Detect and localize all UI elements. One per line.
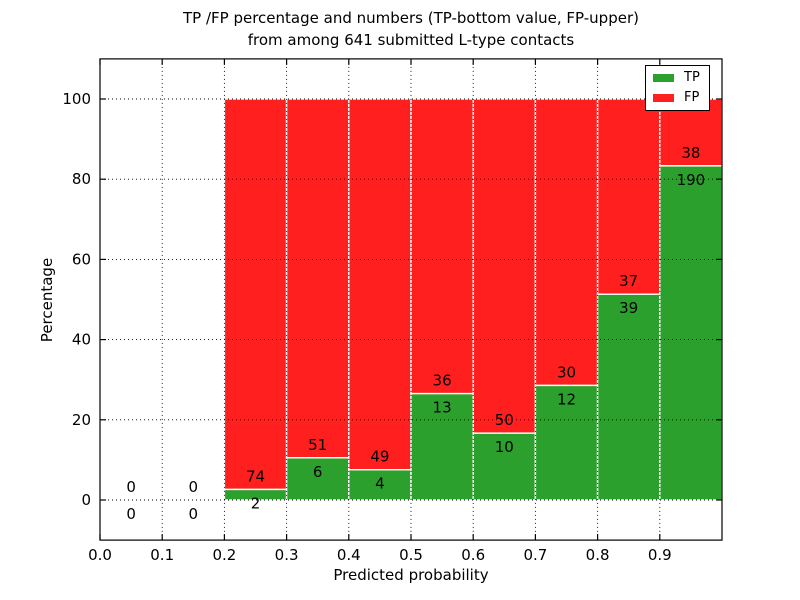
- legend-item-tp: TP: [653, 71, 700, 85]
- legend-item-fp: FP: [653, 91, 700, 105]
- annotation-fp-count: 38: [681, 144, 700, 162]
- annotation-fp-count: 36: [433, 372, 452, 390]
- legend-swatch-fp-icon: [653, 94, 674, 102]
- annotation-tp-count: 12: [557, 390, 576, 408]
- bar-tp: [410, 392, 474, 501]
- x-tick-label: 0.8: [586, 546, 610, 564]
- annotation-tp-count: 2: [251, 494, 261, 512]
- annotation-tp-count: 10: [495, 438, 514, 456]
- y-tick-label: 0: [81, 491, 91, 509]
- y-axis-label: Percentage: [38, 257, 56, 343]
- bar-tp: [472, 432, 537, 501]
- annotation-tp-count: 39: [619, 299, 638, 317]
- annotation-fp-count: 0: [189, 478, 199, 496]
- annotation-tp-count: 6: [313, 463, 323, 481]
- chart-title: TP /FP percentage and numbers (TP-bottom…: [100, 7, 722, 51]
- bar-fp: [223, 98, 288, 491]
- annotation-tp-count: 190: [677, 171, 706, 189]
- bar-tp: [348, 469, 412, 501]
- y-tick-label: 20: [72, 411, 91, 429]
- x-tick-label: 0.9: [648, 546, 672, 564]
- legend-swatch-tp-icon: [653, 74, 674, 82]
- annotation-fp-count: 51: [308, 436, 327, 454]
- annotation-fp-count: 30: [557, 363, 576, 381]
- bar-tp: [285, 457, 350, 501]
- bar-tp: [534, 384, 599, 501]
- annotation-tp-count: 0: [126, 505, 136, 523]
- y-tick-label: 40: [72, 331, 91, 349]
- legend: TP FP: [645, 65, 710, 111]
- x-axis-label: Predicted probability: [333, 566, 489, 584]
- x-tick-label: 0.6: [461, 546, 485, 564]
- legend-label-fp: FP: [684, 90, 700, 105]
- x-tick-label: 0.3: [275, 546, 299, 564]
- annotation-fp-count: 50: [495, 411, 514, 429]
- x-tick-label: 0.4: [337, 546, 361, 564]
- legend-label-tp: TP: [684, 70, 700, 85]
- chart-title-line2: from among 641 submitted L-type contacts: [247, 31, 575, 49]
- y-tick-label: 100: [62, 90, 91, 108]
- annotation-fp-count: 74: [246, 467, 265, 485]
- annotation-fp-count: 37: [619, 272, 638, 290]
- bar-fp: [285, 98, 350, 459]
- bar-fp: [348, 98, 412, 471]
- chart-title-line1: TP /FP percentage and numbers (TP-bottom…: [183, 9, 639, 27]
- annotation-tp-count: 13: [433, 399, 452, 417]
- x-tick-label: 0.0: [88, 546, 112, 564]
- annotation-fp-count: 49: [370, 448, 389, 466]
- x-tick-label: 0.2: [212, 546, 236, 564]
- annotation-tp-count: 0: [189, 505, 199, 523]
- bar-fp: [472, 98, 537, 434]
- y-tick-label: 80: [72, 170, 91, 188]
- x-tick-label: 0.5: [399, 546, 423, 564]
- y-tick-label: 60: [72, 250, 91, 268]
- bar-fp: [410, 98, 474, 395]
- annotation-tp-count: 4: [375, 475, 385, 493]
- x-tick-label: 0.1: [150, 546, 174, 564]
- annotation-fp-count: 0: [126, 478, 136, 496]
- bar-fp: [534, 98, 599, 387]
- x-tick-label: 0.7: [523, 546, 547, 564]
- bar-tp: [596, 293, 661, 501]
- bar-tp: [659, 165, 723, 501]
- bar-fp: [596, 98, 661, 295]
